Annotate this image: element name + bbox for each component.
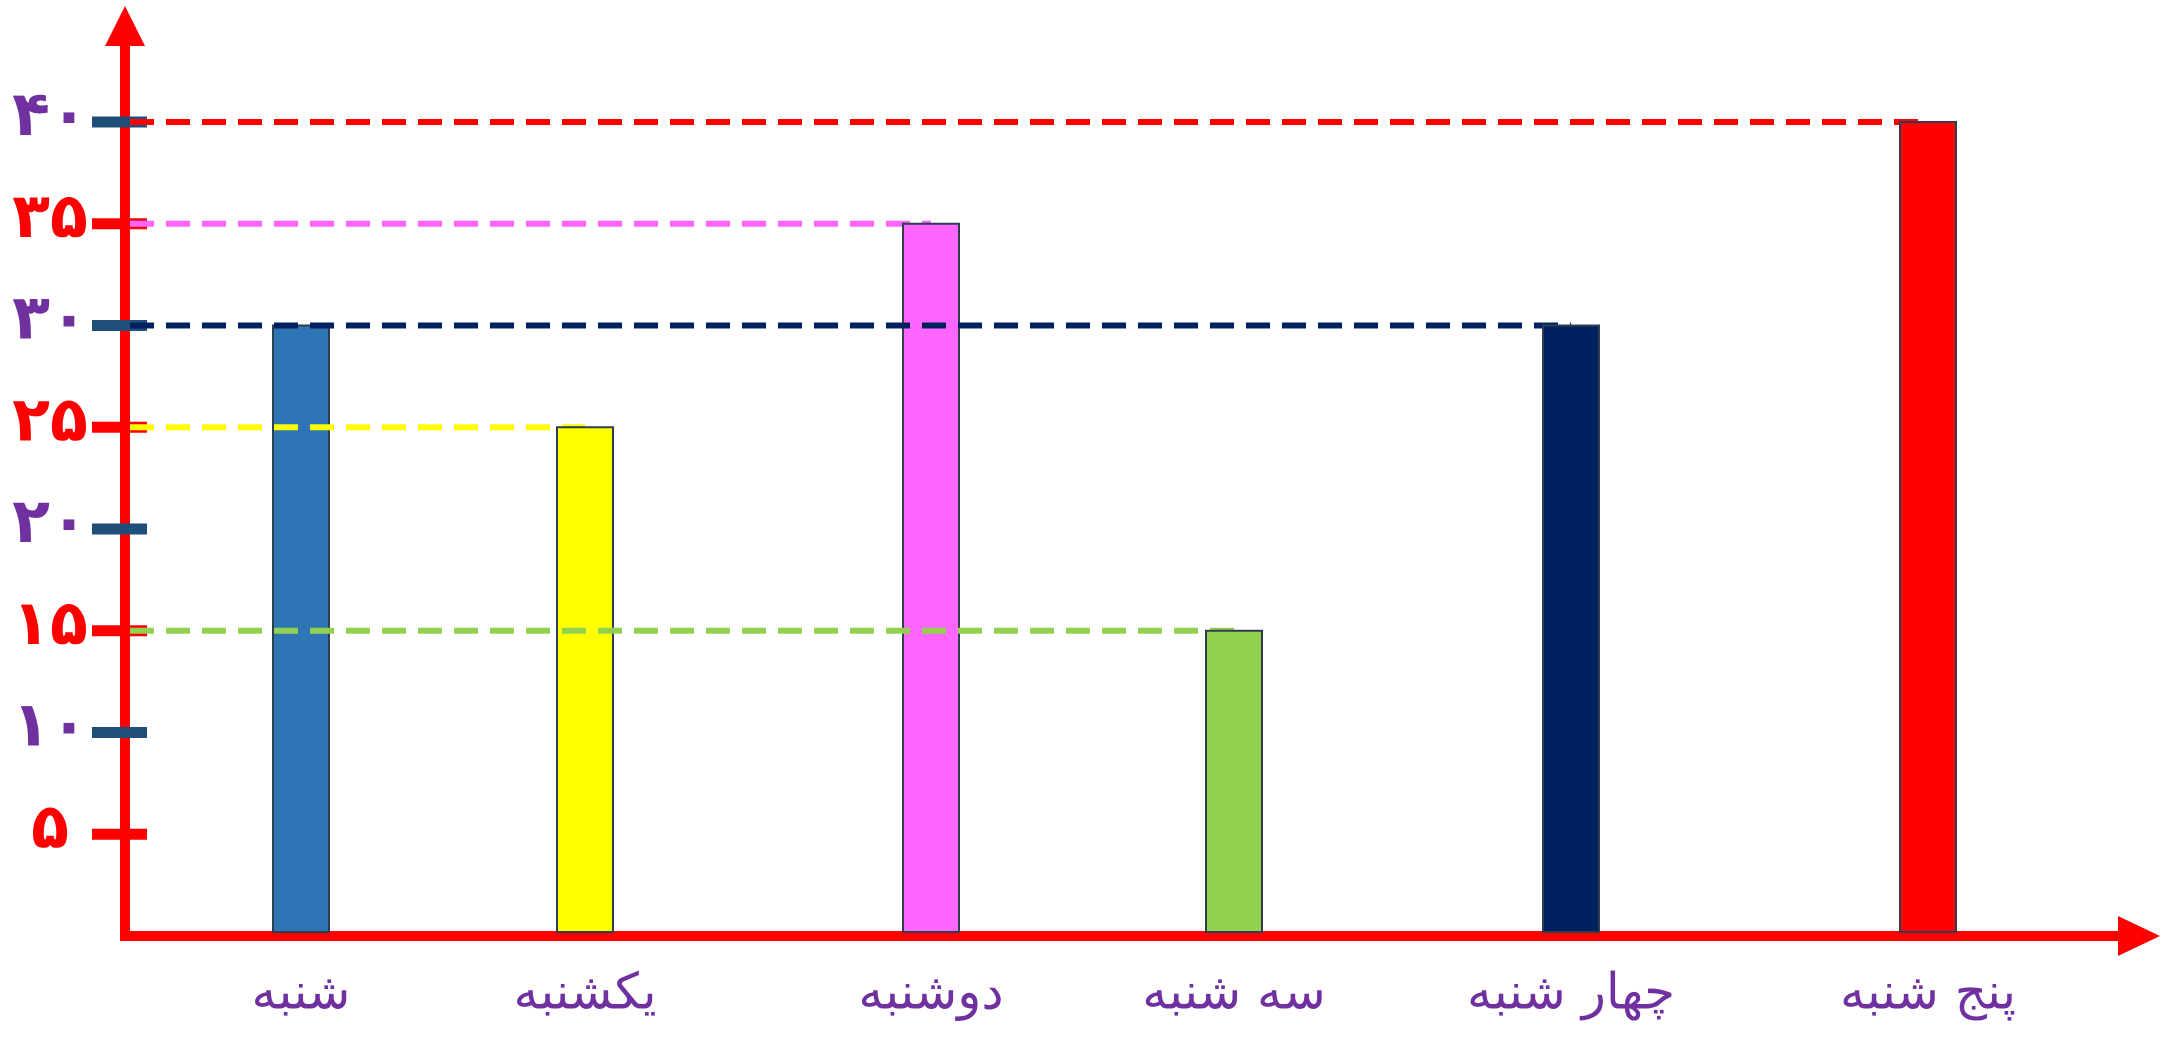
y-tick-label: ۱۰ xyxy=(12,688,88,761)
bar xyxy=(556,426,614,933)
bar xyxy=(902,222,960,933)
y-tick-label: ۱۵ xyxy=(12,586,88,659)
bar xyxy=(1899,121,1957,933)
y-tick-label: ۲۰ xyxy=(12,484,88,557)
y-tick-label: ۲۵ xyxy=(12,382,88,455)
x-tick-label: سه شنبه xyxy=(1142,963,1325,1021)
y-tick-label: ۴۰ xyxy=(12,77,88,150)
y-axis-arrow xyxy=(105,6,145,46)
bar xyxy=(1205,629,1263,933)
y-tick-label: ۳۰ xyxy=(12,281,88,354)
y-tick-label: ۳۵ xyxy=(12,179,88,252)
bar xyxy=(1542,324,1600,933)
x-tick-label: یکشنبه xyxy=(513,963,656,1021)
x-tick-label: شنبه xyxy=(252,963,351,1021)
x-tick-label: پنج شنبه xyxy=(1840,963,2016,1022)
x-tick-label: چهار شنبه xyxy=(1467,963,1675,1022)
x-axis-arrow xyxy=(2118,916,2160,956)
x-tick-label: دوشنبه xyxy=(858,963,1003,1022)
y-tick-label: ۵ xyxy=(31,789,69,862)
axes xyxy=(105,6,2160,956)
